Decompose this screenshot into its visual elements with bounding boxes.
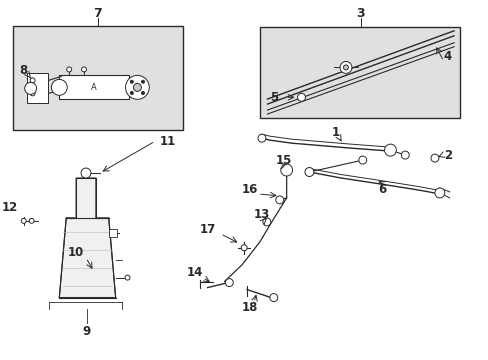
Circle shape (430, 154, 438, 162)
Circle shape (305, 167, 313, 176)
Circle shape (358, 156, 366, 164)
Circle shape (263, 218, 270, 226)
Circle shape (384, 144, 396, 156)
Circle shape (434, 188, 444, 198)
Circle shape (81, 67, 86, 72)
Circle shape (275, 196, 283, 204)
Text: 2: 2 (443, 149, 451, 162)
Circle shape (125, 275, 130, 280)
Circle shape (51, 80, 67, 95)
Text: 11: 11 (160, 135, 176, 148)
Circle shape (258, 134, 265, 142)
Circle shape (280, 164, 292, 176)
Circle shape (297, 93, 305, 101)
Circle shape (269, 293, 277, 302)
Circle shape (21, 219, 26, 223)
Bar (260, 27, 459, 118)
Bar (27, 73, 48, 103)
Circle shape (130, 80, 133, 83)
Text: 17: 17 (199, 223, 215, 236)
Bar (59, 75, 128, 99)
Text: 8: 8 (20, 64, 28, 77)
Circle shape (30, 78, 35, 83)
Text: 5: 5 (269, 91, 277, 104)
Text: 1: 1 (331, 126, 340, 139)
Circle shape (339, 62, 351, 73)
Circle shape (141, 91, 144, 94)
Text: 9: 9 (82, 325, 91, 338)
Text: 10: 10 (68, 246, 84, 259)
Circle shape (25, 82, 37, 94)
Circle shape (343, 65, 348, 70)
Circle shape (30, 91, 35, 96)
Circle shape (29, 219, 34, 223)
Text: 7: 7 (93, 7, 102, 20)
Text: 6: 6 (378, 184, 386, 197)
Text: 14: 14 (186, 266, 203, 279)
Text: 18: 18 (242, 301, 258, 314)
Circle shape (133, 84, 141, 91)
Bar (108, 229, 117, 237)
Circle shape (66, 67, 72, 72)
Circle shape (141, 80, 144, 83)
Circle shape (81, 168, 91, 178)
Text: 15: 15 (275, 154, 291, 167)
Circle shape (401, 151, 408, 159)
Text: 3: 3 (356, 7, 365, 20)
Bar (13, 26, 183, 130)
Circle shape (305, 168, 313, 176)
Text: 4: 4 (443, 50, 451, 63)
Text: 12: 12 (2, 201, 18, 215)
Text: A: A (91, 83, 97, 92)
Circle shape (125, 75, 149, 99)
Circle shape (130, 91, 133, 94)
Text: 16: 16 (242, 184, 258, 197)
Circle shape (225, 279, 233, 287)
Circle shape (241, 245, 246, 251)
Text: 13: 13 (253, 208, 269, 221)
Polygon shape (59, 178, 116, 298)
